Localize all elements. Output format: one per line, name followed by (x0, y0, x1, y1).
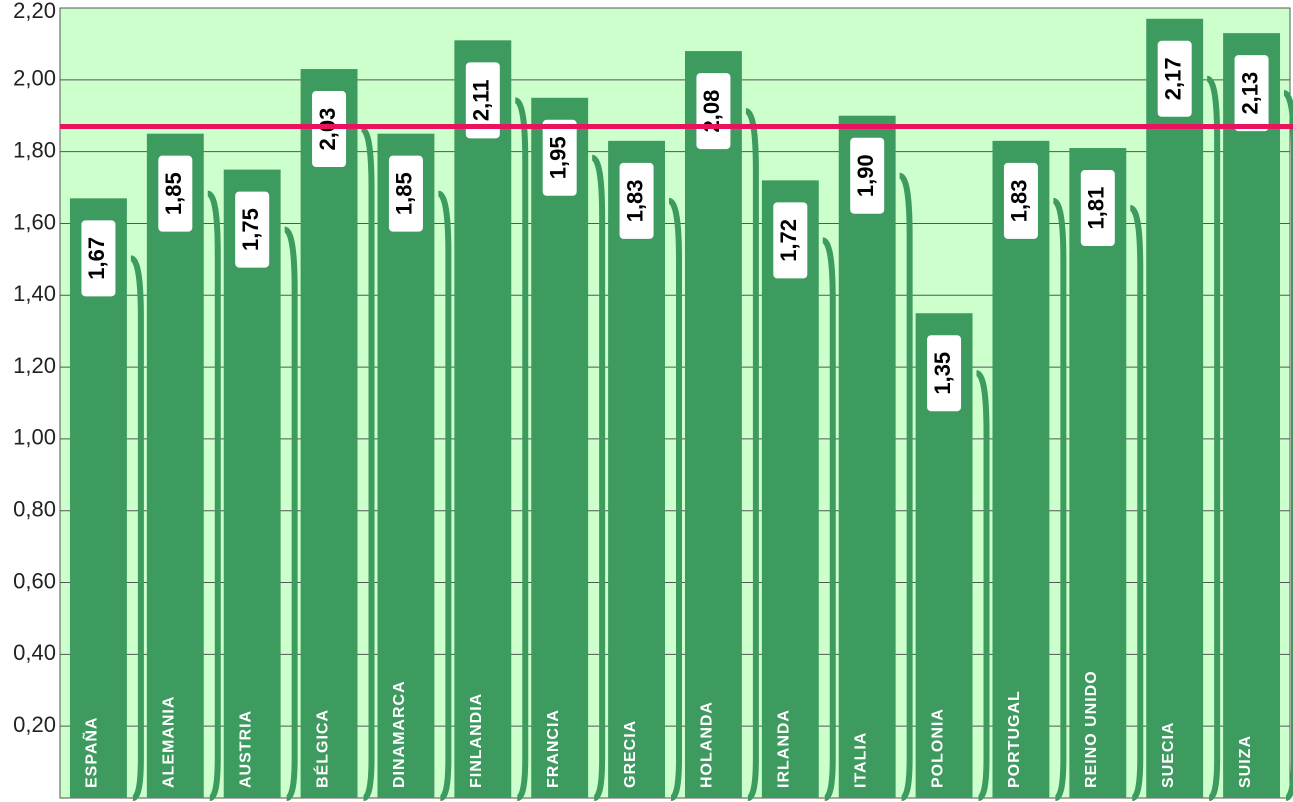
value-label-box (696, 73, 731, 150)
value-label-box (1003, 162, 1038, 239)
x-tick-label: HOLANDA (699, 701, 716, 788)
bar-ribbon (1283, 90, 1293, 801)
value-label: 1,72 (776, 219, 801, 262)
bar-ribbon (283, 226, 298, 801)
bar (1223, 33, 1281, 799)
bar (377, 133, 435, 798)
x-tick-label: DINAMARCA (391, 680, 408, 788)
x-tick-label: ESPAÑA (81, 717, 101, 789)
value-label-box (619, 162, 654, 239)
value-label-box (81, 220, 116, 297)
x-tick-label: FRANCIA (545, 709, 562, 788)
value-label: 1,75 (238, 208, 263, 251)
y-tick-label: 1,20 (13, 353, 56, 378)
bar-ribbon (514, 97, 529, 801)
x-tick-label: BÉLGICA (312, 709, 331, 788)
x-tick-label: SUECIA (1160, 722, 1177, 788)
value-label: 2,03 (315, 108, 340, 151)
bar-ribbon (437, 190, 452, 801)
y-tick-label: 1,80 (13, 137, 56, 162)
value-label: 1,81 (1084, 187, 1109, 230)
bar-ribbon (360, 126, 375, 801)
bar-ribbon (1052, 197, 1067, 801)
y-tick-label: 0,40 (13, 640, 56, 665)
value-label-box (388, 155, 423, 232)
x-tick-label: ALEMANIA (161, 696, 178, 788)
bar (146, 133, 204, 798)
value-label-box (312, 91, 347, 168)
y-tick-label: 0,20 (13, 712, 56, 737)
bar-ribbon (668, 197, 683, 801)
value-label-box (542, 119, 577, 196)
value-label-box (773, 202, 808, 279)
y-tick-label: 0,80 (13, 497, 56, 522)
bar-ribbon (591, 154, 606, 801)
x-tick-label: GRECIA (622, 720, 639, 788)
x-tick-label: AUSTRIA (237, 710, 254, 788)
value-label-box (927, 335, 962, 412)
value-label: 1,67 (84, 237, 109, 280)
bar-ribbon (821, 237, 836, 801)
bar-ribbon (898, 172, 913, 801)
bar-ribbon (129, 255, 144, 801)
bar (684, 51, 742, 799)
bar (454, 40, 512, 799)
x-tick-label: FINLANDIA (468, 693, 485, 788)
bar (223, 169, 281, 798)
value-label: 2,13 (1237, 72, 1262, 115)
y-tick-label: 1,00 (13, 425, 56, 450)
bar (838, 115, 896, 798)
bar (1146, 18, 1204, 799)
value-label-box (1080, 170, 1115, 247)
bar (608, 140, 666, 798)
bar-ribbon (1129, 205, 1144, 801)
bar-ribbon (975, 370, 990, 801)
x-tick-label: IRLANDA (776, 709, 793, 788)
value-label: 1,90 (853, 154, 878, 197)
bar (69, 198, 127, 798)
x-tick-label: ITALIA (852, 732, 869, 788)
x-tick-label: REINO UNIDO (1083, 670, 1100, 788)
bar-ribbon (744, 108, 759, 801)
value-label-box (1234, 55, 1269, 132)
value-label-box (158, 155, 193, 232)
y-tick-label: 0,60 (13, 568, 56, 593)
value-label-box (1157, 40, 1192, 117)
y-tick-label: 1,40 (13, 281, 56, 306)
y-tick-label: 2,00 (13, 66, 56, 91)
x-tick-label: SUIZA (1237, 735, 1254, 788)
bar (1069, 148, 1127, 798)
value-label: 1,83 (1007, 179, 1032, 222)
x-tick-label: POLONIA (929, 708, 946, 788)
bar (992, 140, 1050, 798)
bar (531, 97, 589, 799)
value-label-box (235, 191, 270, 268)
value-label: 1,83 (622, 179, 647, 222)
value-label: 2,17 (1161, 57, 1186, 100)
value-label: 1,85 (161, 172, 186, 215)
x-tick-label: PORTUGAL (1006, 690, 1023, 788)
bar-ribbon (1206, 75, 1221, 801)
value-label: 2,11 (469, 80, 494, 122)
y-tick-label: 2,20 (13, 0, 56, 23)
value-label-box (850, 137, 885, 214)
bar (761, 180, 819, 798)
value-label: 1,35 (930, 352, 955, 395)
bar (300, 69, 358, 798)
value-label-box (465, 62, 500, 139)
bar-ribbon (206, 190, 221, 801)
value-label: 1,95 (546, 136, 571, 179)
value-label: 1,85 (392, 172, 417, 215)
y-tick-label: 1,60 (13, 209, 56, 234)
